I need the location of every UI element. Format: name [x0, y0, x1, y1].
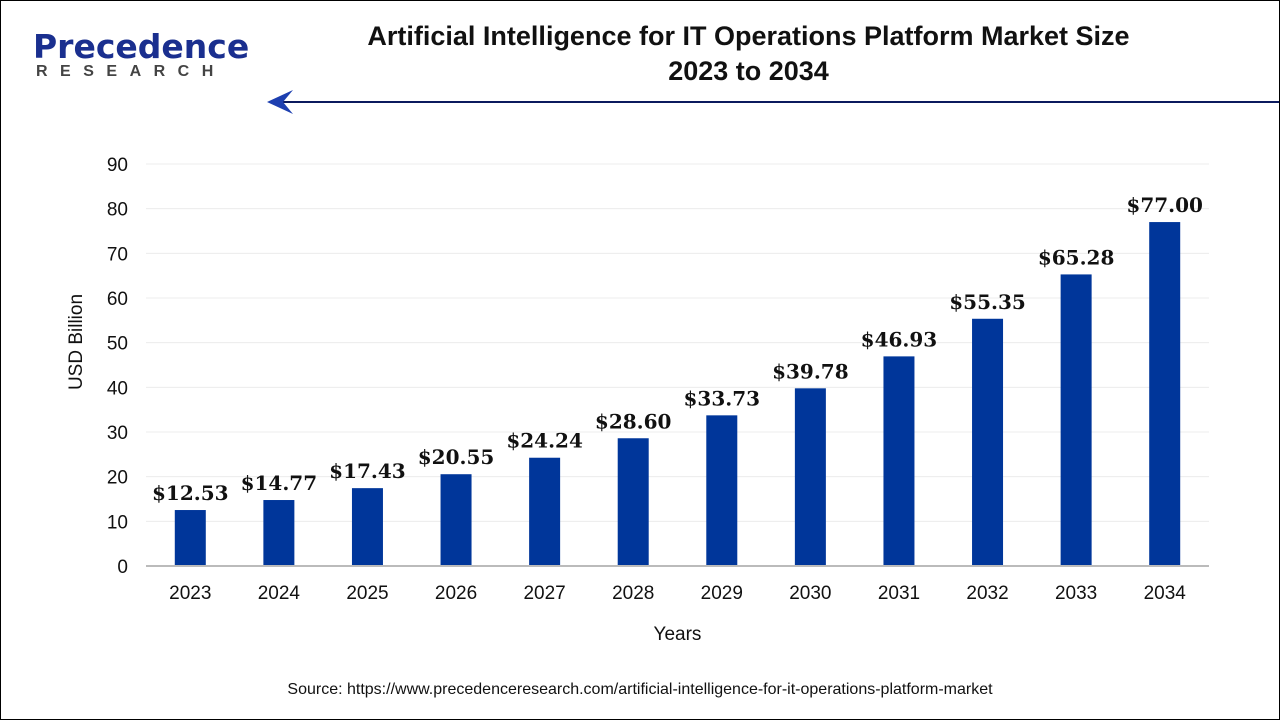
data-label: $14.77	[241, 471, 318, 495]
x-tick-label: 2023	[169, 583, 211, 604]
x-tick-label: 2026	[435, 583, 477, 604]
y-tick-label: 50	[107, 334, 128, 355]
y-tick-label: 70	[107, 244, 128, 265]
bar-2027	[529, 457, 561, 566]
bar-2029	[706, 415, 738, 566]
x-tick-label: 2029	[701, 583, 743, 604]
x-tick-label: 2034	[1144, 583, 1187, 604]
data-label: $17.43	[329, 459, 406, 483]
y-tick-label: 80	[107, 200, 128, 221]
y-axis-title: USD Billion	[66, 294, 87, 390]
x-axis-title: Years	[654, 624, 702, 645]
data-label: $39.78	[772, 359, 849, 383]
y-tick-label: 20	[107, 468, 128, 489]
bar-2032	[972, 318, 1004, 566]
chart-title: Artificial Intelligence for IT Operation…	[271, 19, 1226, 89]
title-line-2: 2023 to 2034	[668, 56, 829, 86]
y-tick-label: 30	[107, 423, 128, 444]
x-tick-label: 2027	[523, 583, 565, 604]
data-label: $20.55	[418, 445, 495, 469]
data-label: $33.73	[684, 386, 761, 410]
bar-chart: 0102030405060708090$12.532023$14.772024$…	[66, 155, 1209, 645]
bar-2034	[1149, 222, 1181, 567]
data-label: $12.53	[152, 481, 229, 505]
bar-2030	[794, 388, 826, 566]
bar-2031	[883, 356, 915, 566]
bar-2024	[263, 500, 295, 566]
y-tick-label: 40	[107, 378, 128, 399]
y-tick-label: 10	[107, 512, 128, 533]
data-label: $77.00	[1126, 193, 1203, 217]
data-label: $65.28	[1038, 245, 1115, 269]
y-tick-label: 0	[117, 557, 128, 578]
title-line-1: Artificial Intelligence for IT Operation…	[367, 21, 1130, 51]
x-tick-label: 2030	[789, 583, 831, 604]
data-label: $28.60	[595, 409, 672, 433]
x-tick-label: 2024	[258, 583, 301, 604]
logo-main-text: Precedence	[33, 27, 250, 66]
precedence-research-logo: Precedence RESEARCH	[33, 27, 249, 87]
x-tick-label: 2025	[346, 583, 388, 604]
x-tick-label: 2032	[966, 583, 1008, 604]
data-label: $55.35	[949, 290, 1026, 314]
y-tick-label: 90	[107, 155, 128, 176]
x-tick-label: 2028	[612, 583, 654, 604]
bar-2025	[351, 488, 383, 566]
bar-2023	[174, 510, 206, 566]
data-label: $24.24	[506, 429, 583, 453]
data-label: $46.93	[861, 327, 938, 351]
logo-sub-text: RESEARCH	[36, 63, 226, 80]
bar-2033	[1060, 274, 1092, 566]
x-tick-label: 2033	[1055, 583, 1097, 604]
y-tick-label: 60	[107, 289, 128, 310]
arrow-left-icon	[267, 90, 1279, 114]
source-text: Source: https://www.precedenceresearch.c…	[287, 681, 993, 698]
bar-2028	[617, 438, 649, 566]
x-tick-label: 2031	[878, 583, 920, 604]
bar-2026	[440, 474, 472, 566]
